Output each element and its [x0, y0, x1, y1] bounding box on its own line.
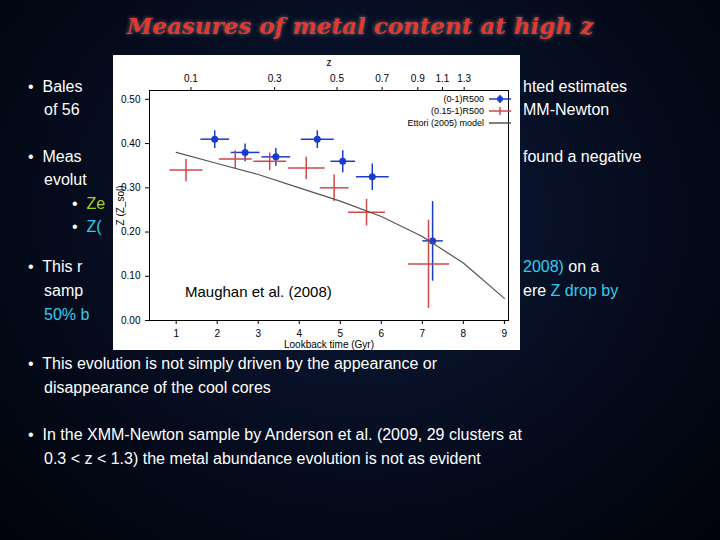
html-text:• This r: • This r	[28, 258, 83, 275]
svg-text:1.3: 1.3	[457, 73, 471, 84]
svg-text:0.00: 0.00	[121, 315, 141, 326]
svg-text:0.40: 0.40	[121, 138, 141, 149]
svg-text:z: z	[327, 57, 332, 68]
html-text:(0-1)R500: (0-1)R500	[443, 94, 484, 104]
html-text:found a negative: found a negative	[523, 148, 642, 165]
svg-text:0.7: 0.7	[375, 73, 389, 84]
svg-text:5: 5	[338, 328, 344, 339]
html-text:Ettori (2005) model: Ettori (2005) model	[407, 118, 484, 128]
html-text:(0.15-1)R500: (0.15-1)R500	[431, 106, 484, 116]
html-text:0.3 < z < 1.3) the metal abund: 0.3 < z < 1.3) the metal abundance evolu…	[44, 450, 481, 467]
html-text:ere Z drop by: ere Z drop by	[523, 282, 619, 299]
svg-text:Lookback time (Gyr): Lookback time (Gyr)	[284, 339, 374, 350]
html-text:2008) on a: 2008) on a	[523, 258, 600, 275]
svg-text:2: 2	[214, 328, 220, 339]
html-text:Measures of metal content at h: Measures of metal content at high z	[126, 12, 594, 39]
svg-text:1: 1	[173, 328, 179, 339]
html-text:• This evolution is not simply: • This evolution is not simply driven by…	[28, 355, 438, 372]
html-text:• Bales: • Bales	[28, 78, 83, 95]
html-text:Maughan et al. (2008): Maughan et al. (2008)	[185, 283, 332, 300]
html-text:• Meas: • Meas	[28, 148, 82, 165]
svg-text:3: 3	[255, 328, 261, 339]
html-text:samp: samp	[44, 282, 84, 299]
svg-text:0.30: 0.30	[121, 182, 141, 193]
svg-text:9: 9	[502, 328, 508, 339]
svg-text:1.1: 1.1	[435, 73, 449, 84]
html-text:• Z(: • Z(	[72, 218, 102, 235]
html-text:MM-Newton: MM-Newton	[523, 101, 610, 118]
svg-text:6: 6	[379, 328, 385, 339]
svg-text:Z (Z_sol): Z (Z_sol)	[115, 186, 126, 226]
svg-text:4: 4	[296, 328, 302, 339]
svg-text:0.1: 0.1	[184, 73, 198, 84]
svg-text:0.5: 0.5	[330, 73, 344, 84]
html-text:hted estimates: hted estimates	[523, 78, 628, 95]
html-text:50% b: 50% b	[44, 306, 90, 323]
svg-text:0.9: 0.9	[411, 73, 425, 84]
html-text:disappearance of the cool core: disappearance of the cool cores	[44, 379, 271, 396]
svg-text:0.3: 0.3	[268, 73, 282, 84]
svg-text:0.10: 0.10	[121, 270, 141, 281]
svg-text:0.20: 0.20	[121, 226, 141, 237]
svg-text:7: 7	[420, 328, 426, 339]
svg-text:8: 8	[461, 328, 467, 339]
html-text:of 56: of 56	[44, 101, 80, 118]
html-text:• Ze: • Ze	[72, 195, 106, 212]
html-text:evolut: evolut	[44, 171, 87, 188]
html-text:• In the XMM-Newton sample by: • In the XMM-Newton sample by Anderson e…	[28, 426, 522, 443]
svg-text:0.50: 0.50	[121, 94, 141, 105]
